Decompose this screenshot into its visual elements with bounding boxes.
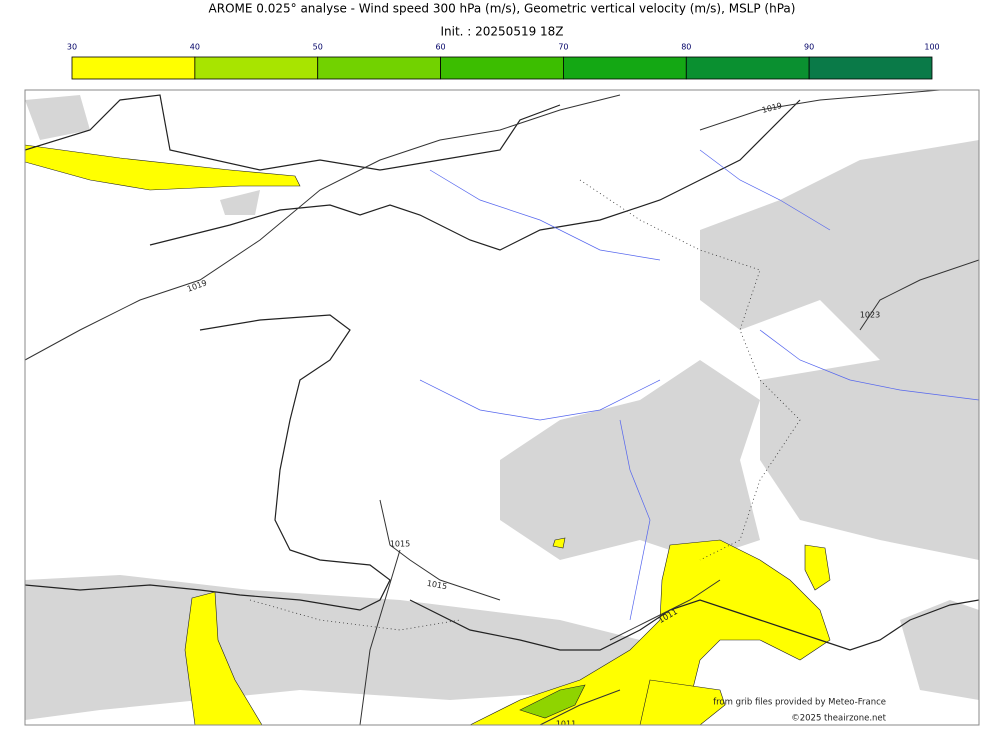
colorbar-segment — [317, 56, 441, 80]
isobar-label: 1023 — [860, 311, 880, 320]
credit: from grib files provided by Meteo-France — [713, 698, 886, 708]
map-frame — [24, 89, 980, 726]
colorbar-tick-label: 70 — [558, 43, 568, 52]
colorbar-tick-label: 50 — [313, 43, 323, 52]
colorbar-segment — [563, 56, 687, 80]
rivers — [419, 149, 979, 621]
wind-speed-area — [519, 684, 586, 719]
colorbar-tick-label: 60 — [435, 43, 445, 52]
borders — [249, 179, 801, 631]
colorbar-segment — [71, 56, 196, 80]
map-subtitle: Init. : 20250519 18Z — [440, 25, 563, 39]
isobar-label: 1015 — [390, 540, 410, 549]
credit: ©2025 theairzone.net — [791, 714, 886, 724]
colorbar-tick-label: 90 — [804, 43, 814, 52]
colorbar-segment — [685, 56, 810, 80]
colorbar: 30 40 50 60 70 80 90 100 — [67, 43, 940, 80]
colorbar-segment — [440, 56, 564, 80]
isobars — [25, 90, 979, 725]
colorbar-segment — [194, 56, 319, 80]
wind-speed-areas — [25, 144, 831, 725]
map-title: AROME 0.025° analyse - Wind speed 300 hP… — [209, 2, 796, 16]
colorbar-tick-label: 80 — [681, 43, 691, 52]
colorbar-tick-label: 30 — [67, 43, 77, 52]
colorbar-tick-label: 100 — [924, 43, 939, 52]
coastlines — [25, 94, 979, 651]
isobar-label: 1015 — [426, 579, 448, 591]
colorbar-segment — [808, 56, 933, 80]
vertical-velocity-areas — [25, 95, 979, 720]
isobar-label: 1011 — [556, 720, 576, 729]
colorbar-tick-label: 40 — [190, 43, 200, 52]
